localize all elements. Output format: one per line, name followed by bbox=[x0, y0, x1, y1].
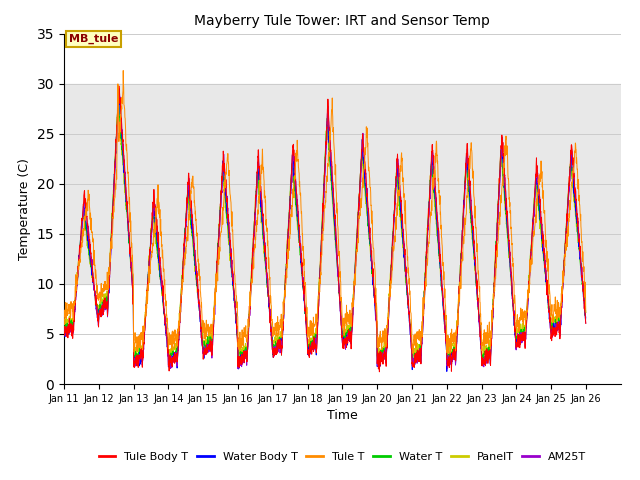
X-axis label: Time: Time bbox=[327, 409, 358, 422]
Bar bbox=[64, 84, 621, 284]
Title: Mayberry Tule Tower: IRT and Sensor Temp: Mayberry Tule Tower: IRT and Sensor Temp bbox=[195, 14, 490, 28]
Text: MB_tule: MB_tule bbox=[69, 34, 118, 44]
Y-axis label: Temperature (C): Temperature (C) bbox=[18, 158, 31, 260]
Legend: Tule Body T, Water Body T, Tule T, Water T, PanelT, AM25T: Tule Body T, Water Body T, Tule T, Water… bbox=[94, 447, 591, 466]
